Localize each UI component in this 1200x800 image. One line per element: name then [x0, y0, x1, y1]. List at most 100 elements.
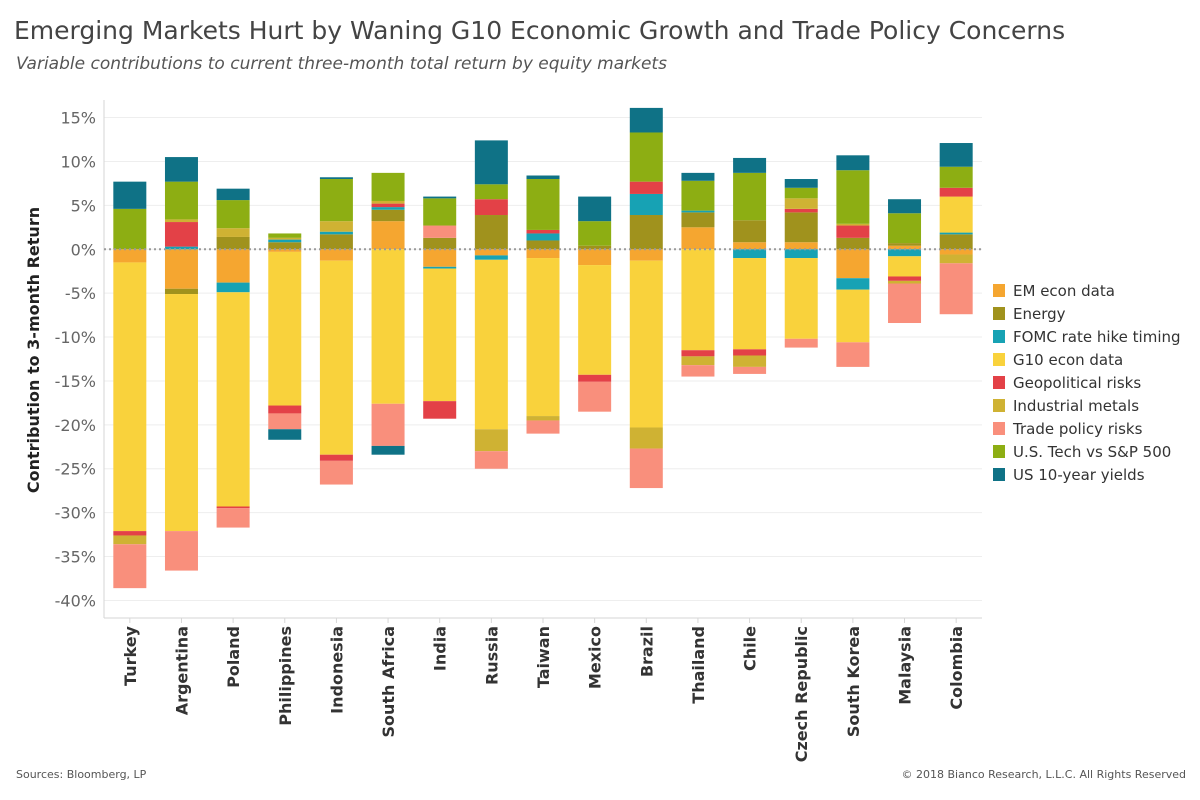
bar-segment: [474, 429, 508, 452]
bar-segment: [681, 249, 715, 351]
y-tick-label: -5%: [65, 284, 96, 303]
legend-label: Geopolitical risks: [1013, 374, 1141, 392]
bar-segment: [939, 143, 973, 167]
bar-segment: [888, 283, 922, 324]
bar-segment: [888, 256, 922, 277]
bar-segment: [423, 225, 457, 238]
bar-segment: [681, 172, 715, 181]
x-tick-label: Mexico: [586, 626, 605, 689]
y-tick-label: -40%: [55, 591, 96, 610]
bar-segment: [474, 249, 508, 256]
y-tick-label: -25%: [55, 460, 96, 479]
legend-swatch: [993, 399, 1005, 412]
bar-segment: [681, 350, 715, 357]
axes: 15% 10% 5% 0% -5% -10% -15% -20% -25% -30% -35% -40…: [55, 100, 982, 762]
bar-segment: [888, 245, 922, 250]
copyright-note: © 2018 Bianco Research, L.L.C. All Right…: [901, 768, 1186, 781]
bar-segment: [784, 179, 818, 188]
bar-segment: [526, 233, 560, 241]
bar-segment: [474, 215, 508, 250]
bar-segment: [784, 242, 818, 250]
bar-segment: [164, 288, 198, 295]
x-tick-label: Chile: [741, 626, 760, 671]
bar-segment: [526, 175, 560, 180]
bar-segment: [629, 132, 663, 182]
bar-segment: [319, 231, 353, 235]
bar-segment: [164, 531, 198, 571]
x-tick-label: Poland: [224, 626, 243, 688]
x-tick-label: Colombia: [947, 626, 966, 710]
x-tick-label: Indonesia: [327, 626, 346, 714]
bar-segment: [474, 259, 508, 430]
bar-segment: [629, 215, 663, 250]
legend-label: US 10-year yields: [1013, 466, 1145, 484]
x-tick-label: Brazil: [637, 626, 656, 677]
bar-segment: [578, 374, 612, 382]
bar-segment: [939, 166, 973, 188]
bar-segment: [888, 243, 922, 246]
bar-segment: [113, 249, 147, 263]
bar-segment: [836, 249, 870, 279]
bar-segment: [164, 157, 198, 182]
bar-segment: [681, 227, 715, 250]
bar-segment: [371, 249, 405, 404]
bar-segment: [836, 237, 870, 250]
bar-segment: [216, 188, 250, 201]
bar-segment: [423, 268, 457, 402]
bar-segment: [733, 220, 767, 243]
legend-swatch: [993, 284, 1005, 297]
bar-segment: [474, 451, 508, 469]
bar-segment: [681, 212, 715, 228]
bar-segment: [216, 292, 250, 507]
bar-segment: [268, 251, 302, 406]
x-tick-label: South Africa: [379, 626, 398, 738]
y-axis-label: Contribution to 3-month Return: [24, 207, 43, 493]
bar-segment: [113, 531, 147, 536]
y-tick-label: -10%: [55, 328, 96, 347]
y-tick-label: -20%: [55, 416, 96, 435]
bar-segment: [939, 254, 973, 264]
bar-segment: [423, 249, 457, 267]
bar-segment: [371, 403, 405, 446]
bar-segment: [319, 260, 353, 455]
bar-segment: [888, 280, 922, 284]
bar-segment: [526, 249, 560, 259]
x-tick-label: Malaysia: [896, 626, 915, 705]
y-tick-label: 10%: [60, 152, 96, 171]
bar-segment: [578, 245, 612, 250]
y-tick-label: 15%: [60, 109, 96, 128]
bar-segment: [836, 155, 870, 171]
chart-title: Emerging Markets Hurt by Waning G10 Econ…: [14, 16, 1066, 45]
bar-segment: [526, 179, 560, 230]
legend-label: Industrial metals: [1013, 397, 1139, 415]
source-note: Sources: Bloomberg, LP: [16, 768, 147, 781]
x-tick-label: Czech Republic: [792, 626, 811, 762]
bar-segment: [423, 401, 457, 419]
bar-segment: [888, 213, 922, 244]
x-tick-label: Thailand: [689, 626, 708, 704]
legend-swatch: [993, 307, 1005, 320]
bar-segment: [474, 199, 508, 216]
chart-subtitle: Variable contributions to current three-…: [16, 54, 667, 74]
bar-segment: [474, 184, 508, 200]
bar-segment: [836, 278, 870, 290]
bar-segment: [733, 172, 767, 221]
bar-segment: [474, 255, 508, 260]
legend-swatch: [993, 422, 1005, 435]
legend-label: U.S. Tech vs S&P 500: [1013, 443, 1171, 461]
bar-segment: [733, 157, 767, 173]
x-tick-label: Philippines: [276, 626, 295, 726]
bar-segment: [268, 413, 302, 430]
bar-segment: [939, 187, 973, 197]
bar-segment: [733, 366, 767, 374]
bar-segment: [629, 107, 663, 133]
bar-segment: [268, 249, 302, 252]
bar-segment: [423, 198, 457, 226]
bar-segment: [113, 208, 147, 250]
bar-segment: [423, 266, 457, 269]
x-tick-label: Russia: [482, 626, 501, 685]
bar-segment: [371, 172, 405, 201]
bar-segment: [681, 365, 715, 377]
bar-segment: [629, 448, 663, 489]
bar-segment: [268, 239, 302, 243]
